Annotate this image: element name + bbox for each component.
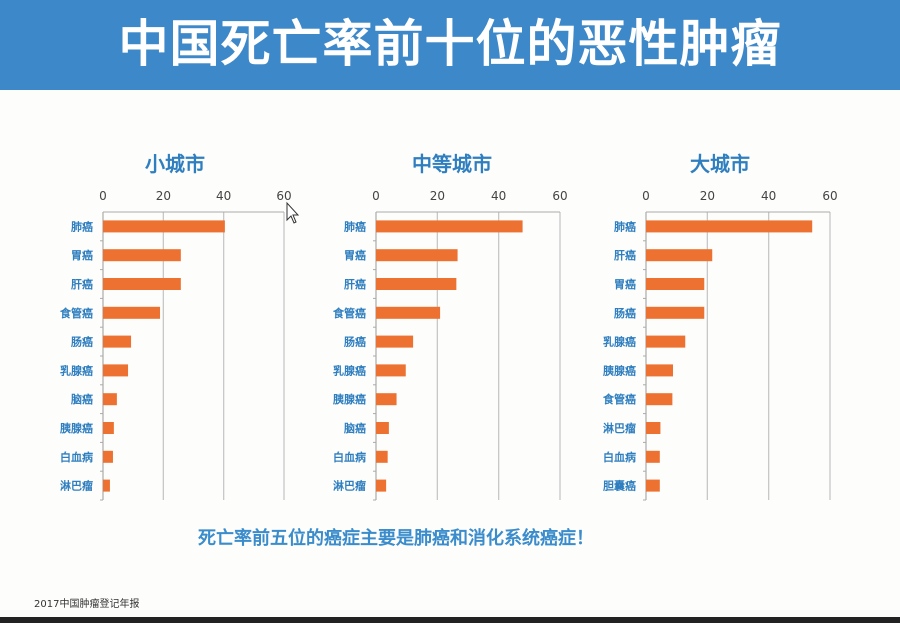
category-label: 肺癌: [71, 219, 93, 233]
x-tick-label: 20: [156, 189, 171, 203]
x-tick-label: 60: [276, 189, 291, 203]
bar: [646, 335, 686, 348]
chart-title-medium-city: 中等城市: [412, 152, 492, 176]
title-banner: [0, 0, 900, 90]
bar: [376, 249, 458, 262]
bar: [646, 450, 660, 463]
bar: [103, 335, 132, 348]
category-label: 食管癌: [603, 392, 636, 406]
category-label: 脑癌: [71, 392, 93, 406]
bar: [376, 393, 397, 406]
category-label: 胰腺癌: [332, 392, 366, 406]
bar: [376, 450, 388, 463]
x-tick-label: 20: [430, 189, 445, 203]
bar: [646, 364, 673, 377]
category-label: 淋巴瘤: [60, 479, 93, 493]
x-tick-label: 0: [99, 189, 107, 203]
bar: [646, 422, 661, 434]
bar: [646, 249, 713, 262]
bar: [376, 422, 389, 434]
page-title: 中国死亡率前十位的恶性肿瘤: [118, 15, 782, 73]
conclusion-text: 死亡率前五位的癌症主要是肺癌和消化系统癌症！: [198, 528, 594, 549]
chart-title-small-city: 小城市: [145, 152, 205, 176]
bar: [103, 306, 161, 319]
bar: [646, 479, 660, 492]
bar: [103, 422, 114, 434]
source-note: 2017中国肿瘤登记年报: [34, 599, 140, 610]
x-tick-label: 40: [761, 189, 776, 203]
category-label: 肠癌: [614, 306, 636, 320]
category-label: 胃癌: [344, 248, 366, 262]
x-tick-label: 20: [700, 189, 715, 203]
bar: [646, 220, 813, 233]
category-label: 胰腺癌: [602, 363, 636, 377]
category-label: 肝癌: [71, 277, 93, 291]
x-tick-label: 0: [642, 189, 650, 203]
category-label: 乳腺癌: [333, 363, 366, 377]
category-label: 白血病: [603, 450, 636, 464]
bar: [376, 306, 441, 319]
category-label: 胆囊癌: [603, 479, 636, 493]
bar: [376, 364, 406, 377]
bar: [103, 249, 181, 262]
category-label: 肺癌: [344, 219, 366, 233]
category-label: 肝癌: [614, 248, 636, 262]
x-tick-label: 0: [372, 189, 380, 203]
bar: [376, 278, 457, 290]
x-tick-label: 60: [822, 189, 837, 203]
category-label: 食管癌: [60, 306, 93, 320]
category-label: 食管癌: [333, 306, 366, 320]
bar: [646, 278, 705, 290]
category-label: 胃癌: [614, 277, 636, 291]
bar: [103, 364, 129, 377]
bar: [376, 220, 523, 233]
category-label: 淋巴瘤: [603, 421, 636, 435]
bar: [103, 450, 113, 463]
bar: [376, 335, 414, 348]
bar: [646, 393, 673, 406]
chart-title-large-city: 大城市: [690, 152, 750, 176]
x-tick-label: 40: [216, 189, 231, 203]
category-label: 肠癌: [344, 335, 366, 349]
bar: [376, 479, 387, 492]
category-label: 胰腺癌: [59, 421, 93, 435]
bar: [103, 479, 110, 492]
bar: [103, 278, 181, 290]
bottom-bar: [0, 617, 900, 623]
category-label: 白血病: [60, 450, 93, 464]
mouse-cursor-icon: [286, 201, 300, 224]
category-label: 乳腺癌: [60, 363, 93, 377]
category-label: 肠癌: [71, 335, 93, 349]
category-label: 胃癌: [71, 248, 93, 262]
x-tick-label: 60: [552, 189, 567, 203]
category-label: 白血病: [333, 450, 366, 464]
bar: [103, 220, 225, 233]
category-label: 肺癌: [614, 219, 636, 233]
category-label: 肝癌: [344, 277, 366, 291]
bar: [646, 306, 705, 319]
category-label: 淋巴瘤: [333, 479, 366, 493]
bar: [103, 393, 117, 406]
category-label: 脑癌: [344, 421, 366, 435]
x-tick-label: 40: [491, 189, 506, 203]
category-label: 乳腺癌: [603, 335, 636, 349]
